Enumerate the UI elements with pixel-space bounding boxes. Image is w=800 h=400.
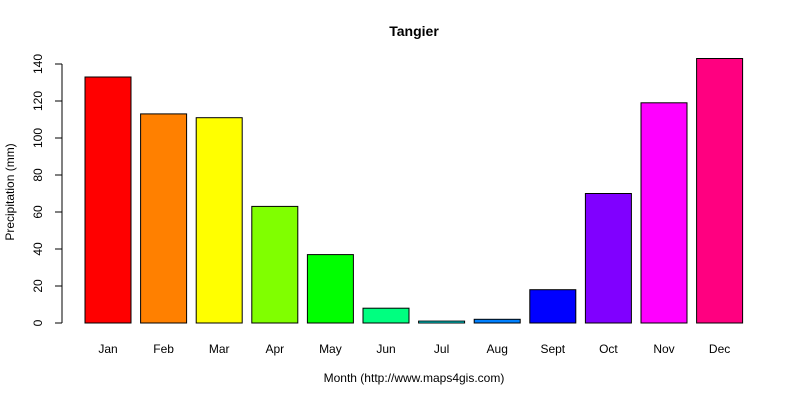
bar-jun xyxy=(362,307,410,324)
x-tick-label: May xyxy=(319,342,342,356)
bar-jul xyxy=(418,320,466,324)
y-axis-label: Precipitation (mm) xyxy=(3,143,17,240)
y-tick-label: 20 xyxy=(31,279,45,293)
bars xyxy=(84,58,744,324)
x-tick-label: Jan xyxy=(98,342,117,356)
y-tick-label: 120 xyxy=(31,91,45,111)
x-tick-label: Jun xyxy=(376,342,395,356)
bar-apr xyxy=(251,205,299,324)
x-axis-label: Month (http://www.maps4gis.com) xyxy=(324,371,505,385)
bar-may xyxy=(306,254,354,324)
x-tick-label: Dec xyxy=(709,342,730,356)
x-tick-label: Sept xyxy=(540,342,565,356)
bar-dec xyxy=(696,58,744,324)
y-tick-label: 60 xyxy=(31,205,45,219)
bar-nov xyxy=(640,102,688,324)
bar-feb xyxy=(140,113,188,324)
y-tick-label: 0 xyxy=(31,319,45,326)
x-tick-label: Oct xyxy=(599,342,618,356)
x-tick-label: Jul xyxy=(434,342,449,356)
bar-sept xyxy=(529,289,577,324)
y-tick-label: 40 xyxy=(31,242,45,256)
y-axis: 0 20 40 60 80 100 120 140 xyxy=(31,54,63,326)
bar-oct xyxy=(584,193,632,324)
bar-jan xyxy=(84,76,132,324)
y-tick-label: 80 xyxy=(31,168,45,182)
x-tick-label: Nov xyxy=(653,342,674,356)
y-tick-label: 100 xyxy=(31,128,45,148)
chart-title: Tangier xyxy=(389,23,439,39)
x-tick-label: Feb xyxy=(153,342,174,356)
x-tick-label: Apr xyxy=(265,342,284,356)
x-tick-labels: Jan Feb Mar Apr May Jun Jul Aug Sept Oct Nov Dec xyxy=(98,342,730,356)
bar-aug xyxy=(473,318,521,324)
y-tick-label: 140 xyxy=(31,54,45,74)
x-tick-label: Mar xyxy=(209,342,230,356)
bar-mar xyxy=(195,117,243,324)
x-tick-label: Aug xyxy=(487,342,508,356)
